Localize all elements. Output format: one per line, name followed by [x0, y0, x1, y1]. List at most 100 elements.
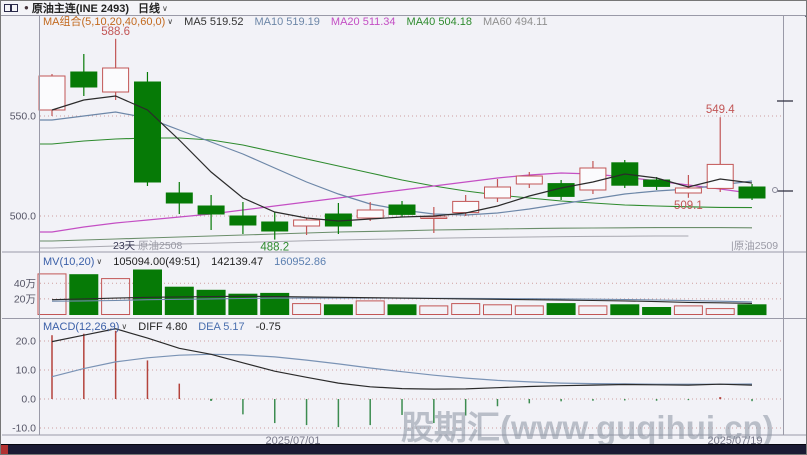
svg-text:-10.0: -10.0 [12, 423, 36, 435]
candle [643, 179, 671, 187]
macd-indicator-row: MACD(12,26,9) ∨ DIFF 4.80 DEA 5.17 -0.75 [43, 321, 281, 333]
candle [102, 67, 130, 93]
candles [38, 38, 766, 240]
volume-bar [705, 308, 735, 316]
volume-bar [355, 300, 385, 315]
candle [579, 167, 607, 191]
dea-line [51, 353, 753, 385]
candle [674, 187, 702, 194]
candle [706, 163, 734, 189]
ma5-value: MA5 519.52 [184, 16, 244, 28]
volume-bar [483, 304, 512, 316]
macd-hist-value: -0.75 [255, 321, 281, 333]
volume-bar [546, 303, 576, 316]
diff-line [51, 328, 753, 390]
svg-text:10.0: 10.0 [16, 365, 37, 377]
period-selector[interactable]: 日线 [138, 3, 161, 15]
volume-bar [419, 305, 449, 315]
macd-dropdown-caret[interactable]: ∨ [121, 322, 128, 331]
candle [484, 186, 511, 199]
ma-settings-label[interactable]: MA组合(5,10,20,40,60,0) [43, 16, 166, 28]
volume-bar [292, 303, 322, 316]
title-bar: ● 原油主连(INE 2493) 日线 ∨ [1, 1, 806, 16]
svg-text:20.0: 20.0 [16, 336, 37, 348]
ma60-line [40, 227, 753, 242]
candle [515, 175, 543, 185]
macd-histogram [51, 330, 753, 428]
volume-bar [387, 304, 417, 316]
price-annotation: 588.6 [101, 26, 130, 38]
volume-current-value: 105094.00(49:51) [113, 256, 201, 268]
volume-bar [642, 307, 672, 315]
window-link-icon[interactable] [4, 4, 19, 12]
volume-bar [37, 273, 67, 315]
mv20-value: 160952.86 [274, 256, 327, 268]
status-bar [1, 444, 806, 454]
volume-bar [610, 304, 640, 316]
axis-labels: 550.0 500.0 40万 20万 20.0 10.0 0.0 -10.0 [10, 111, 36, 435]
price-annotation: 549.4 [706, 104, 735, 116]
candle [738, 186, 766, 199]
svg-text:550.0: 550.0 [10, 111, 36, 123]
candle [134, 81, 161, 183]
volume-bar [514, 305, 544, 315]
svg-text:20万: 20万 [14, 293, 36, 305]
candle [229, 215, 257, 226]
instrument-dot-icon: ● [24, 3, 29, 12]
price-annotation: 509.1 [674, 200, 703, 212]
volume-bar [451, 303, 481, 316]
price-annotations: 588.6 549.4 488.2 509.1 [101, 26, 735, 254]
contract-label: 原油2508 [138, 239, 183, 252]
volume-bar [673, 305, 703, 315]
prev-contract-line [40, 235, 689, 249]
candle [420, 216, 448, 219]
contract-labels: 23天 原油2508 |原油2509 [113, 239, 778, 252]
ma60-value: MA60 494.11 [482, 16, 548, 28]
ma20-value: MA20 511.34 [330, 16, 396, 28]
volume-bar [578, 305, 608, 315]
volume-bar [737, 304, 767, 316]
volume-bar [101, 278, 131, 316]
candle [197, 205, 225, 215]
contract-label: 23天 [113, 240, 136, 252]
ma40-value: MA40 504.18 [406, 16, 472, 28]
candle [165, 192, 193, 204]
ma10-value: MA10 519.19 [254, 16, 320, 28]
dea-value: DEA 5.17 [198, 321, 245, 333]
volume-bar [323, 304, 353, 316]
macd-settings-label[interactable]: MACD(12,26,9) [43, 321, 120, 333]
volume-bar [164, 286, 194, 316]
ma5-line [51, 95, 753, 222]
volume-bar [133, 269, 162, 315]
mv10-value: 142139.47 [211, 256, 264, 268]
svg-text:500.0: 500.0 [10, 211, 36, 223]
candle [38, 75, 66, 111]
mv10-line [51, 295, 753, 304]
svg-text:0.0: 0.0 [21, 394, 36, 406]
volume-indicator-row: MV(10,20) ∨ 105094.00(49:51) 142139.47 1… [43, 256, 326, 268]
volume-bars [37, 269, 767, 316]
candle [70, 71, 98, 88]
candle [293, 219, 321, 227]
diff-value: DIFF 4.80 [138, 321, 188, 333]
volume-bar [228, 293, 258, 316]
right-price-markers [772, 100, 793, 193]
ma-indicator-row: MA组合(5,10,20,40,60,0) ∨ MA5 519.52 MA10 … [43, 16, 548, 28]
contract-label: |原油2509 [731, 239, 778, 252]
price-annotation: 488.2 [260, 242, 289, 254]
ma-dropdown-caret[interactable]: ∨ [167, 17, 174, 26]
period-dropdown-caret[interactable]: ∨ [162, 3, 168, 13]
candle [388, 204, 416, 215]
candle [356, 209, 384, 219]
volume-bar [69, 274, 99, 316]
svg-text:40万: 40万 [14, 278, 36, 290]
instrument-title: 原油主连(INE 2493) [31, 3, 130, 15]
mv-dropdown-caret[interactable]: ∨ [96, 257, 103, 266]
panel-borders [2, 15, 806, 436]
mv-settings-label[interactable]: MV(10,20) [43, 256, 95, 268]
candle [261, 221, 289, 232]
volume-bar [196, 289, 226, 315]
status-indicator [1, 445, 8, 454]
